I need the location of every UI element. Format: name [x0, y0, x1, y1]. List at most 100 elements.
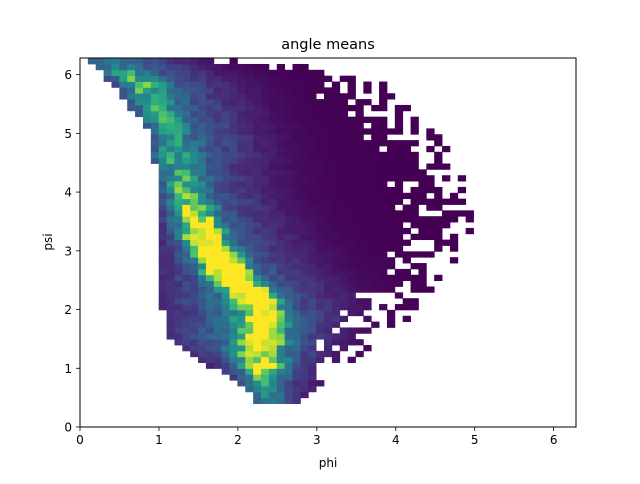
- heatmap-cell: [213, 151, 223, 159]
- heatmap-cell: [323, 286, 333, 293]
- heatmap-cell: [190, 280, 199, 287]
- x-tick-label: 6: [550, 433, 558, 447]
- heatmap-cell: [323, 339, 333, 346]
- heatmap-cell: [386, 93, 396, 100]
- heatmap-cell: [300, 350, 309, 358]
- heatmap-cell: [316, 186, 325, 194]
- heatmap-cell: [245, 292, 254, 299]
- heatmap-cell: [174, 175, 183, 182]
- heatmap-cell: [394, 280, 404, 287]
- heatmap-cell: [292, 321, 301, 328]
- heatmap-cell: [190, 134, 199, 141]
- heatmap-cell: [292, 198, 301, 205]
- heatmap-cell: [379, 93, 388, 100]
- heatmap-cell: [363, 128, 372, 135]
- heatmap-cell: [229, 110, 238, 118]
- heatmap-cell: [316, 239, 325, 246]
- heatmap-cell: [379, 280, 388, 287]
- heatmap-cell: [174, 145, 183, 153]
- heatmap-cell: [213, 263, 223, 270]
- heatmap-cell: [261, 175, 270, 182]
- heatmap-cell: [198, 333, 207, 340]
- heatmap-cell: [363, 116, 372, 123]
- heatmap-cell: [261, 298, 270, 305]
- heatmap-cell: [237, 181, 246, 188]
- heatmap-cell: [316, 257, 325, 264]
- heatmap-cell: [261, 397, 270, 404]
- heatmap-cell: [386, 169, 396, 176]
- heatmap-cell: [363, 192, 372, 200]
- heatmap-cell: [221, 245, 230, 252]
- heatmap-cell: [379, 134, 388, 141]
- heatmap-cell: [142, 69, 152, 77]
- heatmap-cell: [323, 157, 333, 164]
- heatmap-cell: [371, 128, 380, 135]
- heatmap-cell: [213, 110, 223, 118]
- heatmap-cell: [261, 245, 270, 252]
- heatmap-cell: [379, 216, 388, 223]
- heatmap-cell: [339, 333, 348, 340]
- heatmap-cell: [434, 198, 443, 205]
- heatmap-cell: [135, 99, 144, 106]
- heatmap-cell: [402, 268, 411, 276]
- heatmap-cell: [300, 339, 309, 346]
- heatmap-cell: [261, 140, 270, 147]
- heatmap-cell: [229, 93, 238, 100]
- heatmap-cell: [253, 368, 262, 375]
- heatmap-cell: [221, 157, 230, 164]
- heatmap-cell: [457, 186, 467, 194]
- heatmap-cell: [339, 198, 348, 205]
- heatmap-cell: [292, 368, 301, 375]
- heatmap-cell: [292, 333, 301, 340]
- heatmap-cell: [347, 198, 356, 205]
- heatmap-cell: [174, 69, 183, 77]
- heatmap-cell: [119, 81, 128, 88]
- heatmap-cell: [213, 268, 223, 276]
- heatmap-cell: [331, 257, 341, 264]
- heatmap-cell: [213, 87, 223, 94]
- heatmap-cell: [331, 186, 341, 194]
- heatmap-cell: [323, 169, 333, 176]
- heatmap-cell: [174, 169, 183, 176]
- heatmap-cell: [308, 345, 317, 352]
- heatmap-cell: [237, 69, 246, 77]
- heatmap-cell: [268, 175, 278, 182]
- heatmap-cell: [386, 257, 396, 264]
- heatmap-cell: [308, 233, 317, 241]
- heatmap-cell: [292, 122, 301, 129]
- heatmap-cell: [386, 222, 396, 229]
- heatmap-cell: [237, 333, 246, 340]
- heatmap-cell: [347, 151, 356, 159]
- heatmap-cell: [339, 268, 348, 276]
- heatmap-cell: [268, 350, 278, 358]
- heatmap-cell: [386, 175, 396, 182]
- heatmap-cell: [221, 292, 230, 299]
- heatmap-cell: [316, 128, 325, 135]
- heatmap-cell: [316, 75, 325, 82]
- heatmap-cell: [402, 163, 411, 170]
- heatmap-cell: [245, 192, 254, 200]
- heatmap-cell: [347, 122, 356, 129]
- heatmap-cell: [127, 93, 136, 100]
- heatmap-cell: [205, 69, 215, 77]
- heatmap-cell: [253, 239, 262, 246]
- heatmap-cell: [410, 140, 419, 147]
- heatmap-cell: [386, 216, 396, 223]
- heatmap-cell: [229, 257, 238, 264]
- heatmap-cell: [339, 110, 348, 118]
- heatmap-cell: [174, 233, 183, 241]
- heatmap-cell: [300, 315, 309, 323]
- heatmap-cell: [276, 204, 286, 211]
- heatmap-cell: [284, 245, 293, 252]
- heatmap-cell: [316, 69, 325, 77]
- heatmap-cell: [331, 309, 341, 317]
- heatmap-cell: [174, 286, 183, 293]
- heatmap-cell: [300, 245, 309, 252]
- heatmap-cell: [182, 63, 191, 71]
- heatmap-cell: [245, 87, 254, 94]
- heatmap-cell: [268, 186, 278, 194]
- heatmap-cell: [402, 169, 411, 176]
- heatmap-cell: [237, 292, 246, 299]
- heatmap-cell: [268, 368, 278, 375]
- heatmap-cell: [268, 345, 278, 352]
